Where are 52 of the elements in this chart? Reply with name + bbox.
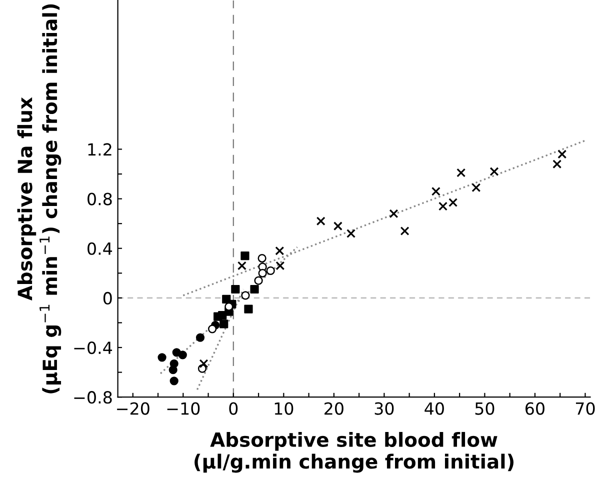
point: [244, 304, 253, 314]
point: [448, 198, 458, 208]
x-tick-label: 60: [526, 402, 544, 415]
x-tick-label: 0: [229, 402, 238, 415]
y-tick-label: 1.2: [88, 143, 112, 156]
point: [170, 376, 178, 386]
x-tick-label: 50: [475, 402, 494, 415]
text: Absorptive Na flux (μEq g$^{−1}$ min$^{−1}$) change from initial): [17, 4, 62, 394]
y-tick-label: −0.8: [74, 391, 112, 404]
point: [456, 168, 466, 178]
point: [158, 353, 166, 362]
point: [168, 366, 178, 374]
y-tick-label: 0: [103, 292, 112, 305]
x-tick-label: 70: [576, 402, 595, 415]
y-tick-label: 0.4: [88, 242, 112, 255]
point: [266, 266, 275, 275]
point: [231, 284, 240, 294]
point: [237, 261, 246, 270]
point: [220, 320, 228, 328]
point: [552, 160, 562, 169]
point: [400, 226, 410, 236]
point: [346, 228, 356, 238]
point: [558, 150, 567, 159]
point: [254, 276, 263, 285]
point: [240, 252, 250, 260]
x-tick-label: 20: [324, 402, 344, 415]
point: [389, 209, 398, 218]
point: [333, 222, 342, 231]
x-tick-label: −10: [167, 402, 200, 415]
point: [208, 324, 217, 334]
point: [178, 350, 187, 360]
x-tick-label: 30: [374, 402, 394, 415]
point: [275, 246, 284, 256]
point: [472, 183, 481, 192]
point: [241, 291, 250, 300]
point: [490, 167, 499, 176]
y-tick-label: −0.4: [74, 341, 112, 354]
x-tick-label: 10: [274, 402, 294, 415]
point: [258, 268, 267, 278]
x-tick-label: −20: [117, 402, 150, 415]
point: [196, 333, 205, 342]
point: [258, 254, 266, 263]
point: [316, 216, 326, 226]
y-tick-label: 0.8: [88, 192, 112, 206]
point: [218, 310, 227, 320]
x-tick-label: 40: [424, 402, 444, 415]
point: [250, 284, 259, 294]
point: [276, 261, 285, 270]
x-axis-title: Absorptive site blood flow (μl/g.min change from initial): [194, 432, 514, 473]
point: [199, 359, 208, 368]
point: [431, 186, 440, 196]
point: [438, 202, 448, 211]
